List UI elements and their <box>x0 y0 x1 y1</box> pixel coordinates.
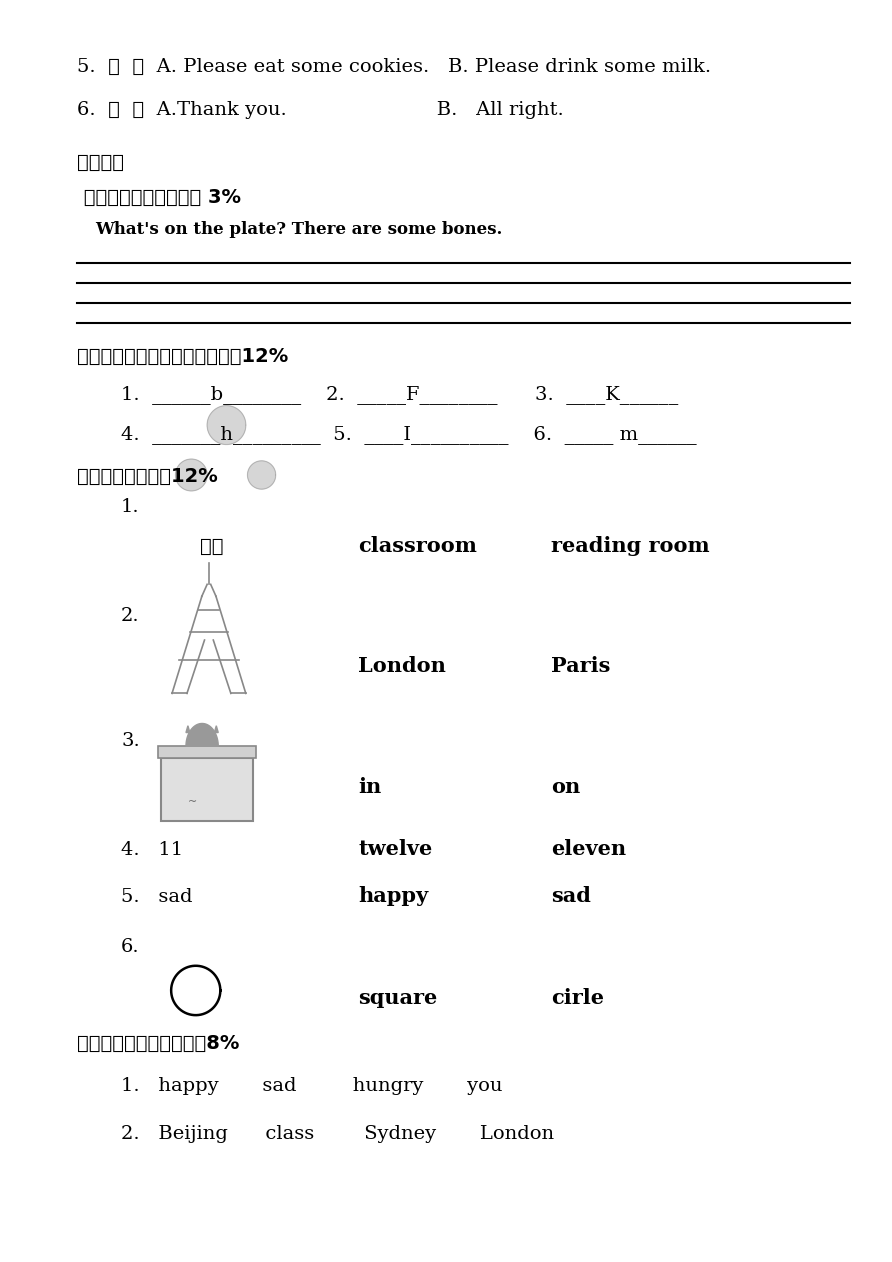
Text: in: in <box>359 777 382 798</box>
Text: 5.   sad: 5. sad <box>121 887 193 906</box>
Text: reading room: reading room <box>551 536 710 557</box>
Polygon shape <box>248 461 276 490</box>
Polygon shape <box>186 723 219 746</box>
Text: 4.   11: 4. 11 <box>121 842 183 859</box>
Text: 6.  （  ）  A.Thank you.                        B.   All right.: 6. （ ） A.Thank you. B. All right. <box>78 101 564 120</box>
Text: Paris: Paris <box>551 656 611 676</box>
Text: 三、看图圈单词。12%: 三、看图圈单词。12% <box>78 467 218 486</box>
Text: sad: sad <box>551 886 591 906</box>
Text: eleven: eleven <box>551 839 626 859</box>
Text: 教室: 教室 <box>200 538 224 557</box>
Text: London: London <box>359 656 446 676</box>
Text: 6.: 6. <box>121 938 140 955</box>
Text: happy: happy <box>359 886 428 906</box>
Text: What's on the plate? There are some bones.: What's on the plate? There are some bone… <box>95 221 502 237</box>
Text: ~: ~ <box>188 796 197 806</box>
Text: 2.   Beijing      class        Sydney       London: 2. Beijing class Sydney London <box>121 1124 554 1142</box>
Polygon shape <box>207 405 246 444</box>
Text: 1.: 1. <box>121 498 140 516</box>
Polygon shape <box>186 726 190 732</box>
Text: cirle: cirle <box>551 988 605 1008</box>
Text: 一、正确抄写下列句子 3%: 一、正确抄写下列句子 3% <box>78 188 241 207</box>
Polygon shape <box>214 726 219 732</box>
Text: 二、写出下列字母的左右邻居。12%: 二、写出下列字母的左右邻居。12% <box>78 347 288 366</box>
Text: twelve: twelve <box>359 839 433 859</box>
Text: 4.  _______h_________  5.  ____I__________    6.  _____ m______: 4. _______h_________ 5. ____I__________ … <box>121 425 697 444</box>
Text: classroom: classroom <box>359 536 477 557</box>
Bar <box>161 757 252 820</box>
Bar <box>158 746 256 757</box>
Text: 1.   happy       sad         hungry       you: 1. happy sad hungry you <box>121 1078 502 1095</box>
Text: 5.  （  ）  A. Please eat some cookies.   B. Please drink some milk.: 5. （ ） A. Please eat some cookies. B. Pl… <box>78 58 711 76</box>
Text: 笔试部分: 笔试部分 <box>78 153 124 172</box>
Text: 四、圈出不同类的单词。8%: 四、圈出不同类的单词。8% <box>78 1034 240 1053</box>
Text: square: square <box>359 988 437 1008</box>
Text: 2.: 2. <box>121 607 140 625</box>
Polygon shape <box>176 459 207 491</box>
Text: on: on <box>551 777 581 798</box>
Text: 1.  ______b________    2.  _____F________      3.  ____K______: 1. ______b________ 2. _____F________ 3. … <box>121 385 678 404</box>
Text: 3.: 3. <box>121 732 140 750</box>
